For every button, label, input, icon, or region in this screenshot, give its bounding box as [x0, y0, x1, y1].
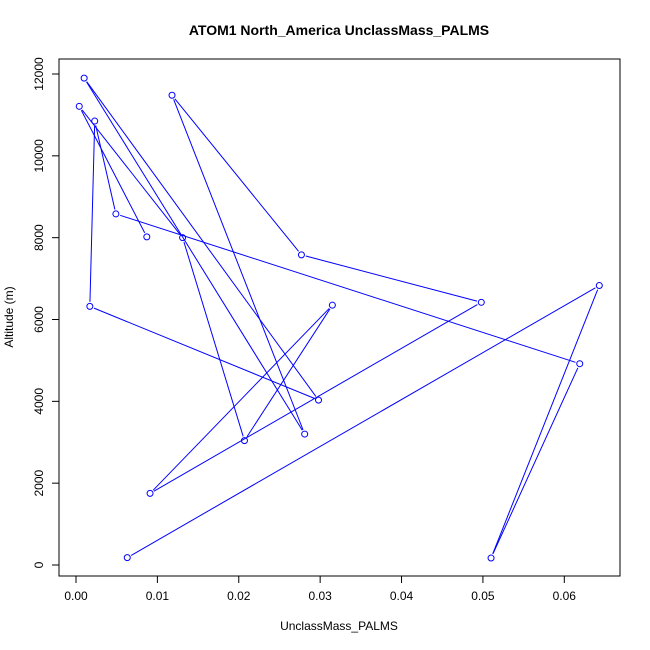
- series-line-segment: [246, 308, 331, 438]
- y-tick-label: 0: [32, 561, 46, 568]
- y-tick-label: 2000: [32, 469, 46, 496]
- y-tick-label: 8000: [32, 224, 46, 251]
- data-point: [112, 210, 120, 218]
- series-line-segment: [81, 109, 181, 235]
- series-line-segment: [492, 289, 599, 555]
- x-tick-label: 0.06: [553, 589, 577, 603]
- x-tick-label: 0.00: [64, 589, 88, 603]
- series-line-segment: [173, 99, 304, 431]
- series-line-segment: [95, 125, 116, 210]
- data-point: [315, 396, 323, 404]
- data-point: [595, 282, 603, 290]
- plot-frame: [58, 58, 621, 577]
- series-line-segment: [80, 110, 146, 234]
- x-tick-label: 0.04: [390, 589, 414, 603]
- data-point: [576, 360, 584, 368]
- data-point: [487, 554, 495, 562]
- data-point: [86, 302, 94, 310]
- y-tick-label: 6000: [32, 306, 46, 333]
- y-tick-label: 4000: [32, 388, 46, 415]
- data-point: [123, 554, 131, 562]
- data-point: [297, 251, 305, 259]
- data-point: [179, 234, 187, 242]
- data-point: [91, 117, 99, 125]
- series-line-segment: [153, 304, 478, 492]
- series-line-segment: [174, 98, 299, 252]
- data-point: [143, 233, 151, 241]
- data-point: [477, 298, 485, 306]
- series-line-segment: [130, 287, 596, 556]
- data-point: [80, 74, 88, 82]
- x-tick-label: 0.01: [146, 589, 170, 603]
- series-line-segment: [183, 241, 244, 437]
- series-line-segment: [120, 214, 576, 363]
- x-axis-label: UnclassMass_PALMS: [280, 619, 398, 633]
- series-line-segment: [86, 81, 317, 397]
- series-line-segment: [492, 367, 579, 555]
- x-tick-label: 0.02: [227, 589, 251, 603]
- data-point: [301, 430, 309, 438]
- series-line-segment: [93, 307, 315, 399]
- data-point: [328, 301, 336, 309]
- series-line-segment: [89, 125, 96, 302]
- series-line-segment: [86, 81, 303, 431]
- y-tick-label: 12000: [32, 57, 46, 91]
- y-tick-label: 10000: [32, 139, 46, 173]
- x-tick-label: 0.05: [471, 589, 495, 603]
- y-axis-label: Altitude (m): [2, 286, 16, 347]
- series-layer: [75, 74, 603, 562]
- x-axis: 0.00 0.01 0.02 0.03 0.04 0.05 0.06: [64, 576, 576, 603]
- data-point: [168, 91, 176, 99]
- series-line-segment: [305, 255, 478, 302]
- y-axis: 0 2000 4000 6000 8000 10000 12000: [32, 57, 59, 568]
- x-tick-label: 0.03: [308, 589, 332, 603]
- series-line-segment: [152, 308, 330, 491]
- data-point: [240, 437, 248, 445]
- data-point: [75, 102, 83, 110]
- chart-title: ATOM1 North_America UnclassMass_PALMS: [189, 22, 489, 38]
- data-point: [146, 489, 154, 497]
